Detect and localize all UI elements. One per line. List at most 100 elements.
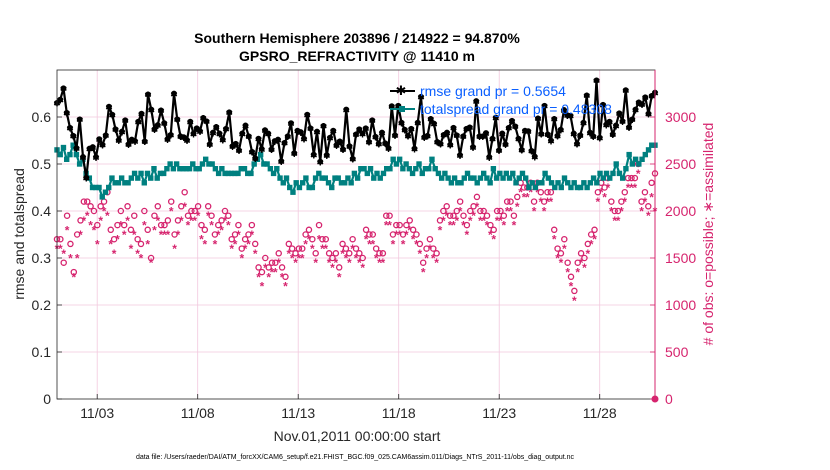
y-right-tick-label: 3000 [665, 109, 696, 125]
series-totalspread-point [225, 170, 232, 177]
y-right-tick-label: 2000 [665, 203, 696, 219]
series-totalspread-point [403, 161, 409, 167]
assimilated-point: * [162, 228, 167, 242]
series-totalspread-point [484, 175, 490, 181]
possible-point [396, 221, 403, 229]
series-totalspread-point [445, 175, 451, 181]
possible-point [618, 198, 625, 205]
possible-point [325, 250, 333, 257]
series-totalspread-point [455, 180, 461, 186]
series-rmse-point [356, 126, 363, 133]
possible-point [362, 226, 370, 234]
possible-point [641, 188, 649, 196]
series-rmse-star: ✱ [456, 151, 464, 161]
possible-point [456, 198, 464, 205]
assimilated-point: * [61, 247, 66, 261]
series-rmse-star: ✱ [346, 142, 354, 152]
assimilated-point: * [532, 205, 537, 219]
series-rmse-point [457, 152, 463, 158]
series-totalspread-point [471, 175, 477, 181]
possible-point [356, 250, 363, 257]
possible-point [352, 245, 360, 252]
possible-point [450, 212, 457, 219]
series-rmse-star: ✱ [537, 130, 545, 140]
series-rmse-star: ✱ [147, 105, 155, 115]
series-totalspread-point [290, 189, 296, 195]
series-totalspread-point [287, 184, 293, 191]
assimilated-point: * [102, 205, 107, 219]
assimilated-point: * [58, 242, 63, 256]
y-right-tick-label: 2500 [665, 156, 696, 172]
possible-point [537, 188, 545, 196]
series-rmse-star: ✱ [528, 147, 536, 157]
series-rmse-star: ✱ [95, 135, 103, 145]
possible-point [191, 207, 198, 215]
series-totalspread-point [338, 180, 345, 186]
assimilated-point: * [82, 214, 87, 228]
series-rmse-point [320, 123, 327, 129]
series-rmse-star: ✱ [560, 106, 568, 116]
possible-point [638, 198, 645, 205]
assimilated-point: * [236, 228, 241, 242]
series-rmse-star: ✱ [489, 134, 497, 144]
series-rmse-point [590, 133, 597, 140]
series-totalspread-point [154, 175, 160, 181]
assimilated-point: * [626, 181, 631, 195]
series-rmse-star: ✱ [378, 128, 386, 138]
assimilated-point: * [518, 186, 523, 200]
possible-point [561, 235, 568, 243]
series-totalspread-point [57, 151, 63, 158]
possible-point [124, 203, 131, 210]
series-rmse-point [216, 130, 223, 137]
possible-point [157, 221, 165, 229]
series-totalspread-point [600, 175, 606, 181]
series-totalspread-point [535, 180, 542, 186]
possible-point [262, 254, 269, 262]
series-rmse-star: ✱ [372, 133, 380, 143]
series-rmse-star: ✱ [154, 121, 162, 131]
series-rmse-point [629, 116, 636, 123]
series-rmse-star: ✱ [550, 115, 558, 125]
series-rmse-star: ✱ [450, 124, 458, 134]
assimilated-point: * [286, 247, 291, 261]
assimilated-point: * [213, 237, 218, 251]
series-rmse-star: ✱ [56, 95, 64, 105]
possible-point [127, 226, 135, 234]
series-totalspread-point [565, 180, 571, 186]
series-totalspread-point [500, 175, 506, 181]
series-rmse-point [483, 130, 489, 136]
series-rmse-star: ✱ [66, 124, 74, 134]
series-rmse-star: ✱ [443, 128, 451, 138]
series-totalspread-point [590, 175, 597, 181]
series-totalspread-point [616, 170, 623, 177]
assimilated-point: * [337, 270, 342, 284]
series-rmse-point [437, 140, 444, 147]
possible-point [342, 245, 350, 252]
series-totalspread-point [312, 175, 319, 181]
assimilated-point: * [488, 228, 493, 242]
assimilated-point: * [596, 195, 601, 209]
series-totalspread [54, 142, 658, 200]
possible-point [399, 231, 407, 238]
series-totalspread-point [125, 180, 131, 186]
series-rmse-star: ✱ [518, 146, 526, 156]
series-rmse-point [288, 120, 294, 127]
series-totalspread-point [332, 175, 338, 181]
series-totalspread-point [341, 180, 348, 186]
series-totalspread-point [251, 161, 257, 167]
series-rmse-star: ✱ [563, 111, 571, 121]
series-rmse-star: ✱ [183, 136, 191, 146]
series-rmse-point [197, 128, 203, 135]
assimilated-point: * [112, 247, 117, 261]
series-rmse-star: ✱ [281, 139, 289, 149]
possible-point [215, 221, 222, 229]
assimilated-point: * [629, 181, 634, 195]
x-tick-label: 11/18 [382, 405, 416, 421]
possible-point [470, 203, 477, 210]
assimilated-point: * [273, 266, 278, 280]
series-rmse-star: ✱ [508, 117, 516, 127]
possible-point [181, 188, 188, 196]
possible-point [567, 273, 575, 281]
series-rmse-point [304, 111, 311, 118]
